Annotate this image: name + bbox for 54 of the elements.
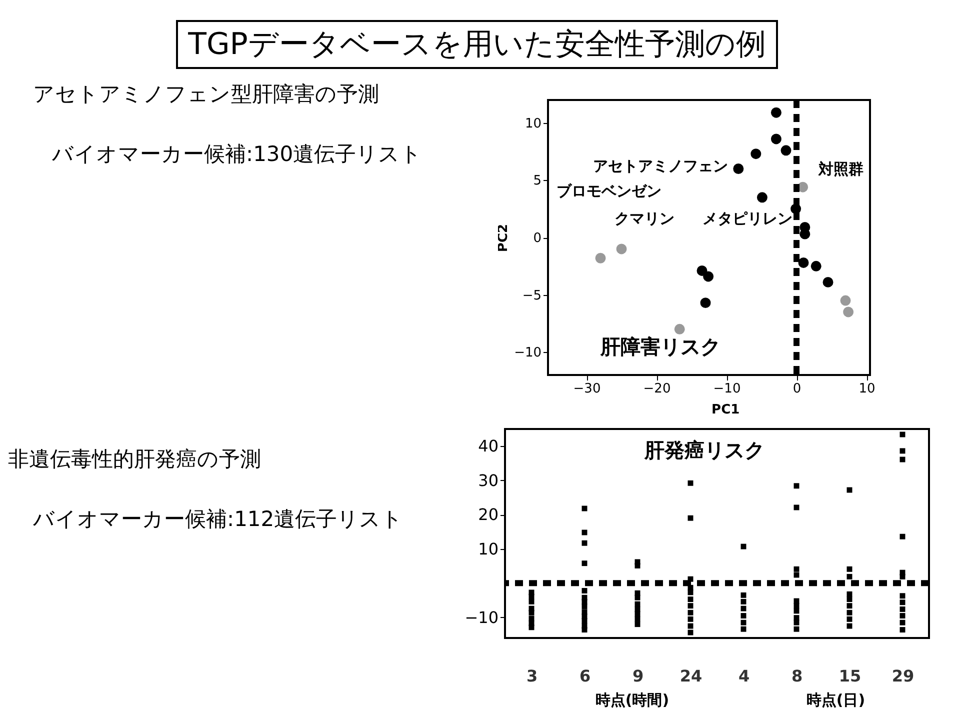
point bbox=[770, 134, 782, 144]
y-tick-label: 20 bbox=[478, 505, 498, 524]
y-tick-label: 5 bbox=[533, 174, 542, 189]
y-tick-label: 10 bbox=[524, 116, 542, 132]
x-tick-label: 24 bbox=[680, 666, 702, 686]
point bbox=[840, 295, 851, 306]
x-tick-label: −20 bbox=[643, 382, 671, 396]
point bbox=[756, 192, 768, 203]
x-tick-label: 4 bbox=[738, 666, 750, 686]
x-tick-label: 8 bbox=[791, 666, 803, 686]
annotation: アセトアミノフェン bbox=[593, 157, 728, 175]
point bbox=[616, 244, 627, 254]
x-tick-label: 0 bbox=[792, 382, 802, 396]
y-tick-label: −5 bbox=[522, 288, 542, 304]
x-tick-label: 3 bbox=[526, 666, 538, 686]
text: 時点(日) bbox=[806, 691, 866, 709]
annotation: メタピリレン bbox=[702, 209, 793, 228]
x-tick-label: 9 bbox=[632, 666, 644, 686]
point bbox=[770, 107, 782, 118]
text: 時点(時間) bbox=[595, 691, 670, 709]
text: バイオマーカー候補:112遺伝子リスト bbox=[33, 506, 404, 533]
point bbox=[780, 145, 792, 156]
y-tick-label: 40 bbox=[478, 436, 498, 456]
y-tick-label: 10 bbox=[478, 539, 498, 558]
y-tick-label: 0 bbox=[533, 231, 542, 246]
annotation: 対照群 bbox=[818, 160, 864, 178]
annotation: ブロモベンゼン bbox=[556, 182, 662, 200]
text: TGPデータベースを用いた安全性予測の例 bbox=[176, 20, 778, 69]
annotation: 肝発癌リスク bbox=[643, 438, 764, 462]
point bbox=[843, 306, 854, 318]
point bbox=[700, 298, 711, 308]
point bbox=[703, 271, 714, 282]
x-tick-label: 29 bbox=[892, 666, 914, 686]
x-tick-label: 15 bbox=[838, 666, 862, 686]
x-tick-label: 10 bbox=[858, 382, 876, 396]
point bbox=[595, 252, 606, 264]
point bbox=[674, 324, 685, 334]
point bbox=[822, 276, 834, 288]
annotation: 肝障害リスク bbox=[600, 334, 721, 358]
annotation: クマリン bbox=[614, 209, 675, 228]
x-axis-title: PC1 bbox=[712, 402, 740, 418]
x-tick-label: −30 bbox=[573, 382, 601, 396]
text: バイオマーカー候補:130遺伝子リスト bbox=[52, 141, 422, 168]
point bbox=[810, 260, 822, 272]
y-tick-label: 30 bbox=[478, 470, 498, 490]
point bbox=[750, 148, 762, 160]
point bbox=[733, 164, 744, 174]
point bbox=[798, 257, 809, 268]
y-tick-label: −10 bbox=[464, 608, 498, 627]
x-tick-label: 6 bbox=[579, 666, 591, 686]
x-tick-label: −10 bbox=[713, 382, 741, 396]
text: 非遺伝毒性的肝発癌の予測 bbox=[8, 446, 261, 473]
text: アセトアミノフェン型肝障害の予測 bbox=[33, 81, 379, 108]
y-tick-label: −10 bbox=[514, 346, 542, 361]
